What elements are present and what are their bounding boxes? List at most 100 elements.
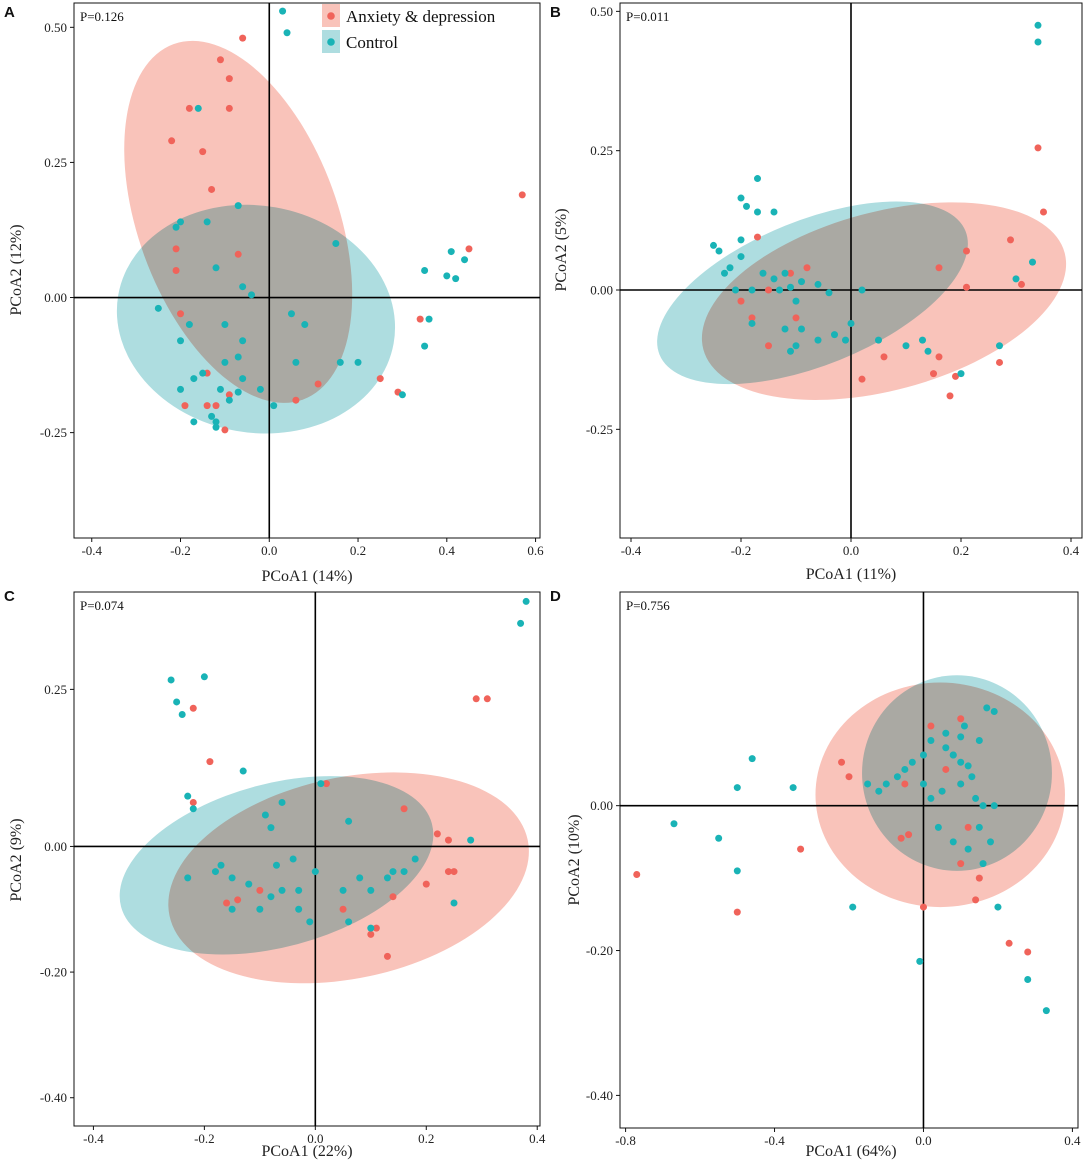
point-control-d bbox=[949, 838, 957, 846]
point-control-d bbox=[990, 708, 998, 716]
point-anxiety-c bbox=[372, 924, 380, 932]
point-anxiety-d bbox=[927, 722, 935, 730]
point-control-c bbox=[345, 918, 353, 926]
point-control-a bbox=[225, 396, 233, 404]
point-anxiety-b bbox=[952, 372, 959, 380]
point-anxiety-a bbox=[416, 315, 424, 323]
point-control-c bbox=[400, 868, 408, 876]
point-anxiety-a bbox=[225, 391, 233, 399]
point-control-b bbox=[781, 269, 789, 277]
point-anxiety-b bbox=[1018, 280, 1025, 288]
point-control-c bbox=[200, 673, 208, 681]
x-tick-label-d: -0.4 bbox=[764, 1133, 785, 1148]
point-control-a bbox=[292, 358, 300, 366]
point-control-d bbox=[733, 867, 741, 875]
point-anxiety-d bbox=[957, 715, 965, 723]
point-control-a bbox=[194, 104, 202, 112]
point-anxiety-d bbox=[942, 765, 950, 773]
point-control-c bbox=[256, 905, 264, 913]
point-control-a bbox=[221, 321, 229, 329]
point-control-b bbox=[732, 286, 739, 294]
point-control-d bbox=[960, 722, 968, 730]
plot-frame-d bbox=[619, 591, 1079, 1129]
point-anxiety-d bbox=[975, 874, 983, 882]
point-control-a bbox=[452, 275, 460, 283]
point-anxiety-b bbox=[1034, 144, 1042, 152]
point-anxiety-a bbox=[181, 402, 189, 410]
point-anxiety-a bbox=[203, 402, 211, 410]
point-control-d bbox=[975, 823, 983, 831]
x-axis-label-c: PCoA1 (22%) bbox=[261, 1143, 352, 1160]
x-tick-label-d: 0.0 bbox=[915, 1133, 931, 1148]
point-anxiety-c bbox=[389, 893, 397, 901]
y-tick-label-c: 0.00 bbox=[44, 839, 67, 854]
point-control-b bbox=[737, 253, 745, 261]
point-anxiety-a bbox=[234, 250, 242, 258]
point-control-d bbox=[979, 802, 987, 810]
point-control-b bbox=[776, 286, 783, 294]
point-control-c bbox=[189, 805, 197, 813]
point-control-b bbox=[754, 175, 761, 183]
point-control-c bbox=[367, 924, 375, 932]
point-anxiety-d bbox=[919, 903, 927, 911]
y-tick-label-c: 0.25 bbox=[44, 682, 67, 697]
point-control-a bbox=[239, 337, 247, 345]
point-control-a bbox=[421, 267, 429, 274]
point-control-a bbox=[154, 304, 162, 312]
point-anxiety-a bbox=[199, 148, 207, 156]
point-anxiety-b bbox=[935, 353, 943, 361]
point-control-d bbox=[864, 780, 872, 788]
point-control-d bbox=[942, 729, 950, 737]
panel-letter-d: D bbox=[550, 588, 561, 605]
x-tick-label-b: 0.4 bbox=[1063, 543, 1080, 558]
point-control-b bbox=[1012, 275, 1020, 283]
point-control-c bbox=[173, 698, 181, 706]
point-control-a bbox=[461, 256, 469, 264]
point-control-b bbox=[814, 280, 822, 288]
point-anxiety-b bbox=[935, 264, 943, 272]
x-tick-label-a: 0.4 bbox=[439, 543, 456, 558]
point-control-a bbox=[234, 353, 242, 361]
point-control-b bbox=[842, 336, 849, 344]
point-control-b bbox=[919, 336, 926, 344]
p-value-b: P=0.011 bbox=[626, 9, 669, 24]
point-anxiety-c bbox=[444, 836, 452, 844]
y-tick-label-d: -0.20 bbox=[586, 943, 613, 958]
point-control-a bbox=[270, 402, 278, 410]
point-control-c bbox=[345, 817, 353, 825]
point-control-c bbox=[272, 861, 280, 869]
point-control-a bbox=[212, 423, 220, 431]
point-anxiety-c bbox=[367, 930, 375, 938]
legend-label-control: Control bbox=[346, 33, 398, 52]
point-control-c bbox=[450, 899, 458, 907]
point-control-b bbox=[754, 208, 761, 216]
point-control-d bbox=[942, 744, 950, 752]
point-anxiety-c bbox=[444, 868, 452, 876]
point-control-b bbox=[787, 283, 794, 291]
point-anxiety-c bbox=[450, 868, 458, 876]
point-control-a bbox=[190, 418, 198, 426]
point-control-b bbox=[825, 289, 833, 297]
point-anxiety-b bbox=[930, 370, 937, 378]
point-control-c bbox=[295, 905, 303, 913]
point-control-b bbox=[858, 286, 866, 294]
point-control-c bbox=[245, 880, 253, 888]
x-tick-label-c: -0.2 bbox=[194, 1131, 215, 1146]
point-control-c bbox=[517, 619, 525, 627]
point-anxiety-d bbox=[1005, 939, 1013, 947]
point-control-a bbox=[185, 321, 193, 329]
point-anxiety-d bbox=[845, 773, 853, 781]
point-control-d bbox=[927, 736, 935, 744]
point-control-c bbox=[289, 855, 297, 863]
point-anxiety-a bbox=[177, 310, 185, 318]
p-value-d: P=0.756 bbox=[626, 598, 670, 613]
point-control-c bbox=[239, 767, 247, 775]
point-control-d bbox=[1042, 1007, 1050, 1015]
x-tick-label-d: 0.4 bbox=[1064, 1133, 1081, 1148]
point-anxiety-a bbox=[239, 34, 247, 42]
point-control-c bbox=[389, 868, 397, 876]
panel-letter-bg-c bbox=[2, 584, 19, 606]
point-control-b bbox=[759, 269, 767, 277]
point-anxiety-d bbox=[733, 908, 741, 916]
